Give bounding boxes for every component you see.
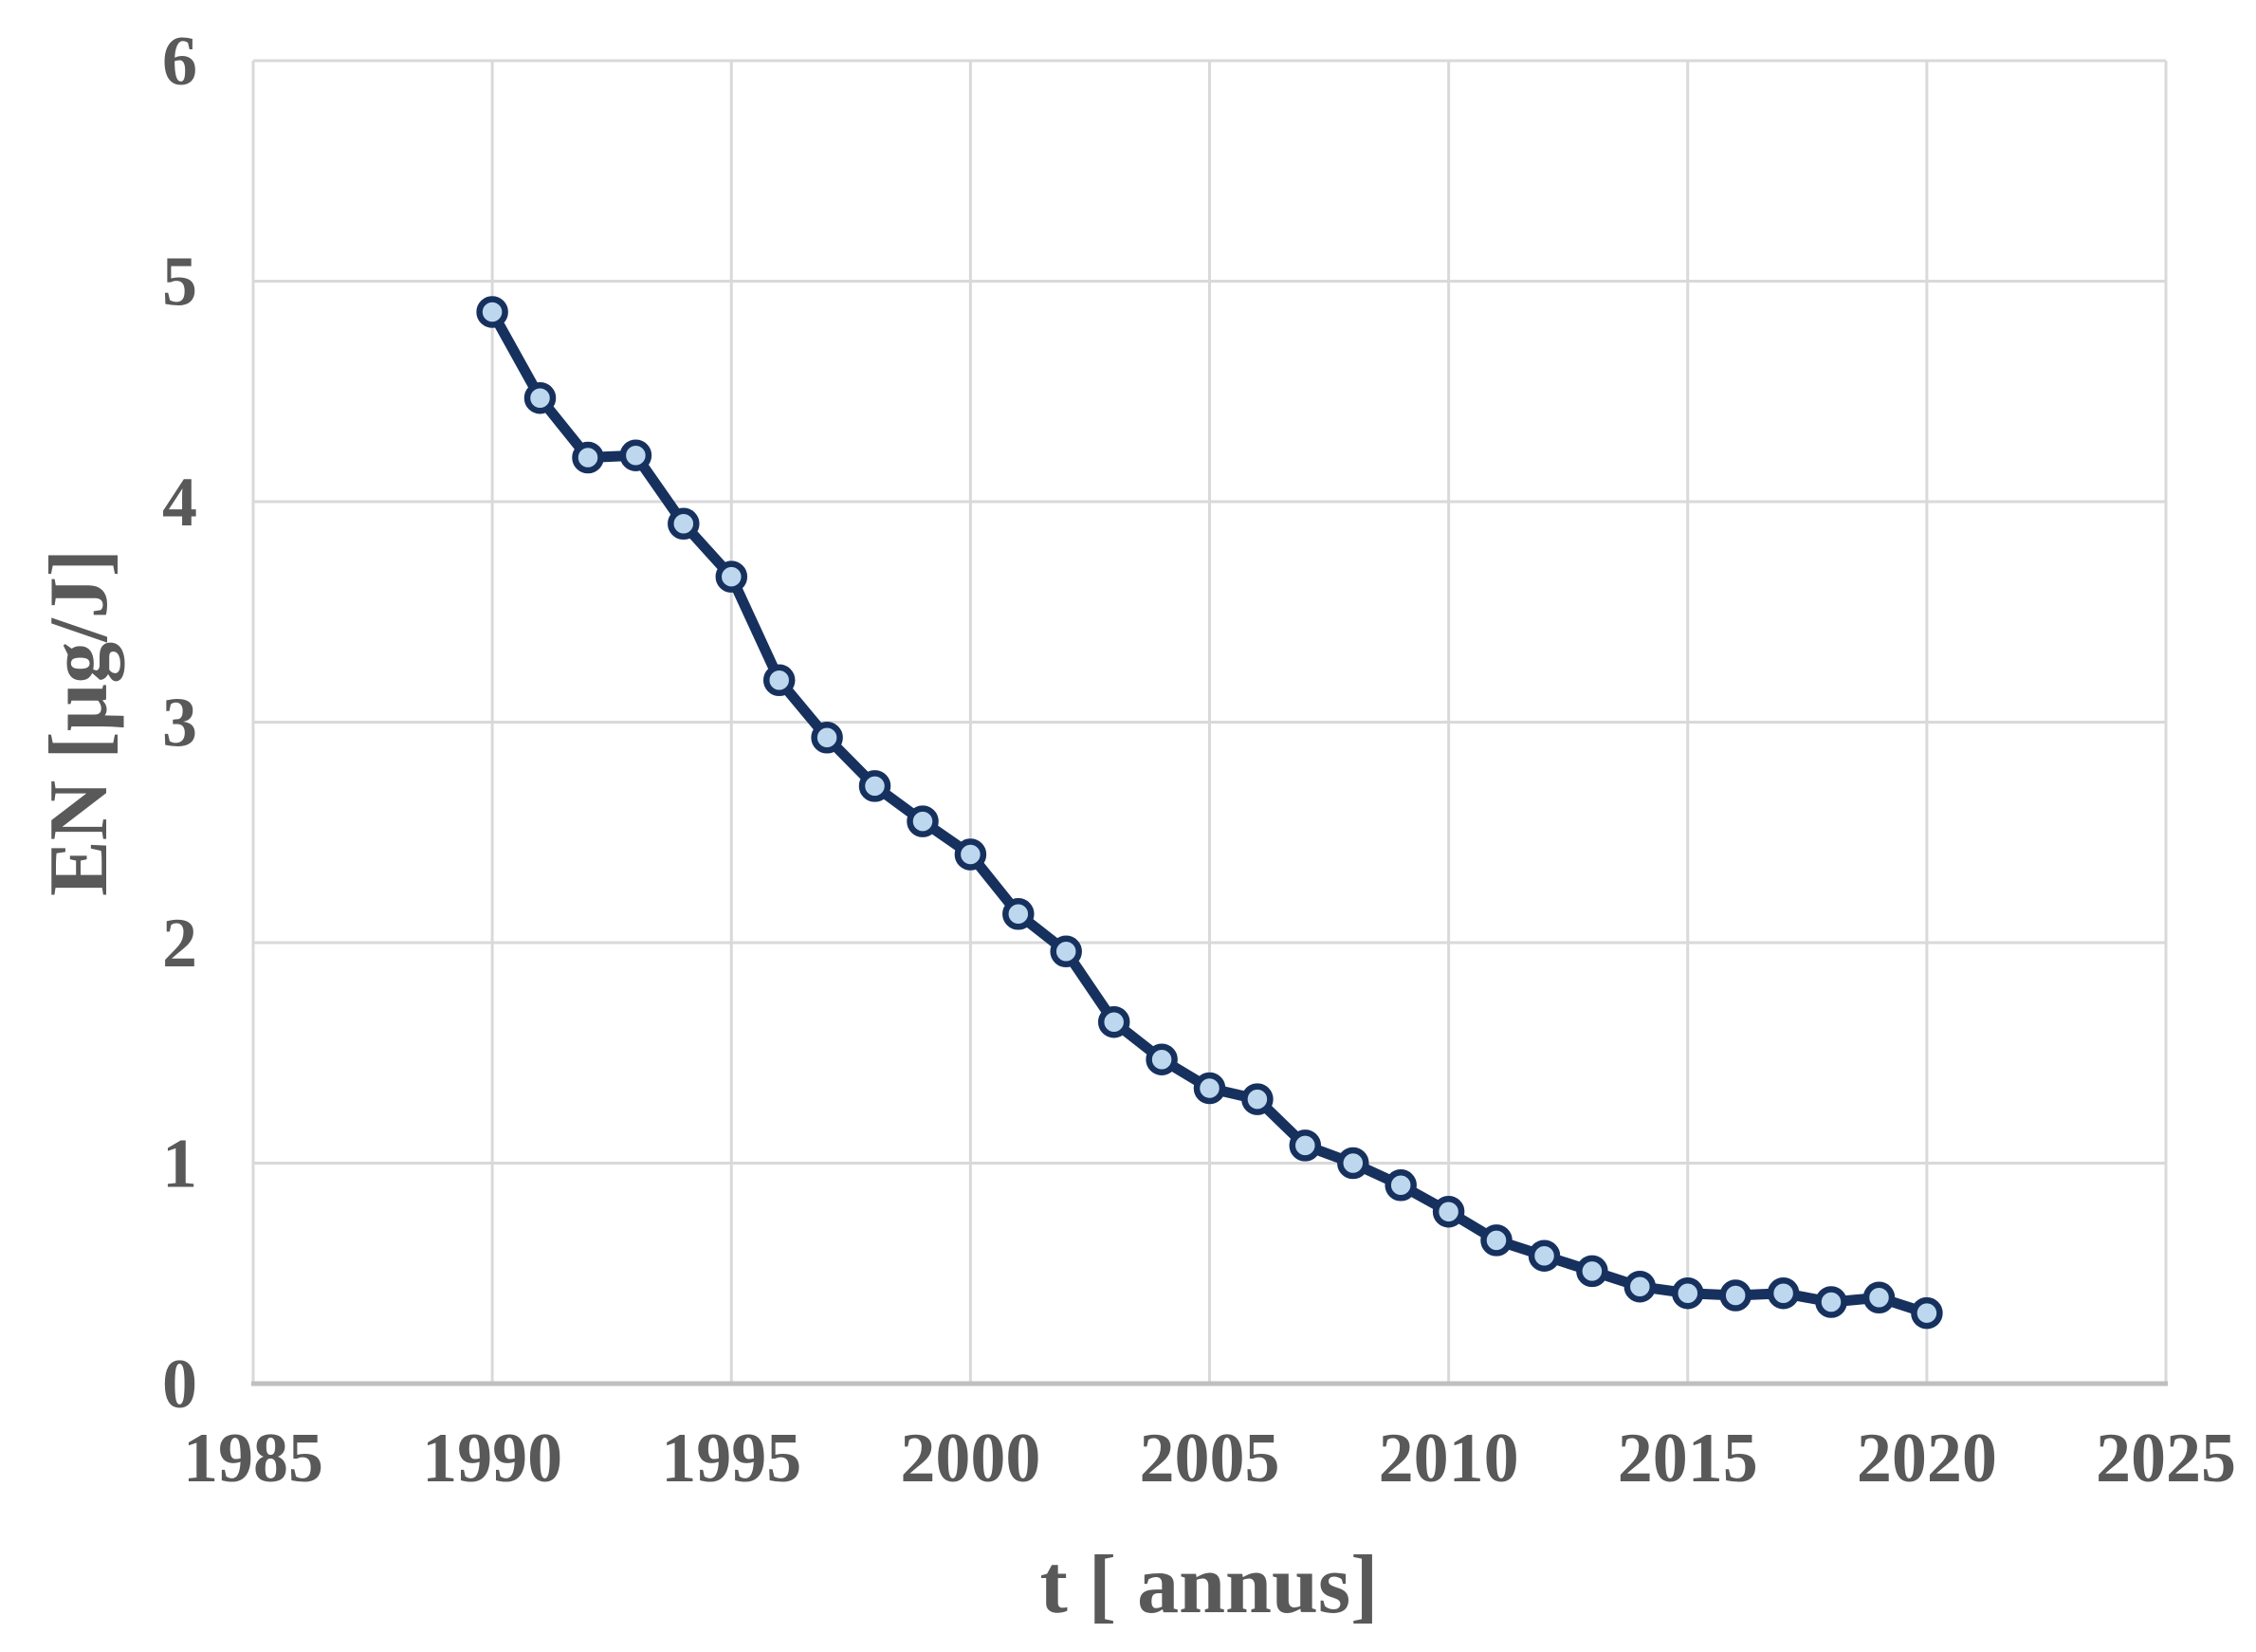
- data-point-2013: [1576, 1255, 1608, 1288]
- x-tick-label: 2020: [1857, 1420, 1997, 1497]
- data-point-2018: [1815, 1286, 1847, 1318]
- y-tick-label: 2: [162, 905, 197, 982]
- data-point-2015: [1672, 1276, 1704, 1310]
- x-tick-label: 1990: [422, 1420, 562, 1497]
- y-tick-label: 4: [162, 464, 197, 541]
- x-tick-label: 2005: [1140, 1420, 1280, 1497]
- data-point-2007: [1289, 1129, 1322, 1162]
- data-point-2006: [1241, 1083, 1274, 1115]
- x-tick-label: 2000: [900, 1420, 1040, 1497]
- x-tick-label: 2010: [1379, 1420, 1519, 1497]
- data-point-2016: [1719, 1279, 1752, 1312]
- data-point-1997: [811, 722, 843, 754]
- data-point-2001: [1002, 898, 1035, 930]
- data-point-1994: [668, 507, 700, 541]
- tick-labels-layer: 0 1 2 3 4 5 6 1985 1990 1995 2000 2005 2010 2015 2020 2…: [162, 23, 2236, 1497]
- data-point-2009: [1385, 1169, 1417, 1202]
- data-point-1995: [715, 560, 748, 593]
- y-tick-label: 0: [162, 1346, 197, 1423]
- x-tick-label: 2015: [1618, 1420, 1758, 1497]
- data-point-2017: [1767, 1276, 1800, 1310]
- data-point-2014: [1623, 1270, 1657, 1303]
- y-axis-title: EN [µg/J]: [33, 549, 125, 896]
- data-point-1993: [619, 439, 652, 471]
- x-tick-label: 1985: [183, 1420, 323, 1497]
- data-point-1991: [523, 381, 557, 414]
- y-tick-label: 6: [162, 23, 197, 101]
- data-point-2020: [1911, 1296, 1943, 1330]
- data-point-2011: [1480, 1224, 1513, 1257]
- data-point-2008: [1337, 1147, 1369, 1180]
- data-point-2002: [1050, 935, 1082, 968]
- data-point-2003: [1097, 1005, 1130, 1038]
- y-tick-label: 5: [162, 244, 197, 321]
- data-point-1998: [858, 770, 891, 802]
- data-point-1999: [907, 805, 939, 837]
- data-point-1992: [572, 441, 604, 474]
- data-point-2019: [1862, 1281, 1896, 1314]
- y-tick-label: 3: [162, 685, 197, 762]
- data-point-2005: [1193, 1072, 1226, 1105]
- x-tick-label: 1995: [661, 1420, 801, 1497]
- x-tick-label: 2025: [2096, 1420, 2236, 1497]
- series-layer: [476, 296, 1943, 1330]
- data-point-1990: [476, 296, 508, 328]
- y-tick-label: 1: [162, 1126, 197, 1203]
- x-axis-title: t [ annus]: [1040, 1539, 1379, 1631]
- data-point-2000: [954, 838, 987, 871]
- data-point-2010: [1432, 1195, 1465, 1228]
- data-point-2012: [1528, 1239, 1561, 1272]
- data-point-1996: [762, 664, 796, 697]
- data-point-2004: [1146, 1043, 1178, 1075]
- gridlines-layer: [251, 59, 2168, 1386]
